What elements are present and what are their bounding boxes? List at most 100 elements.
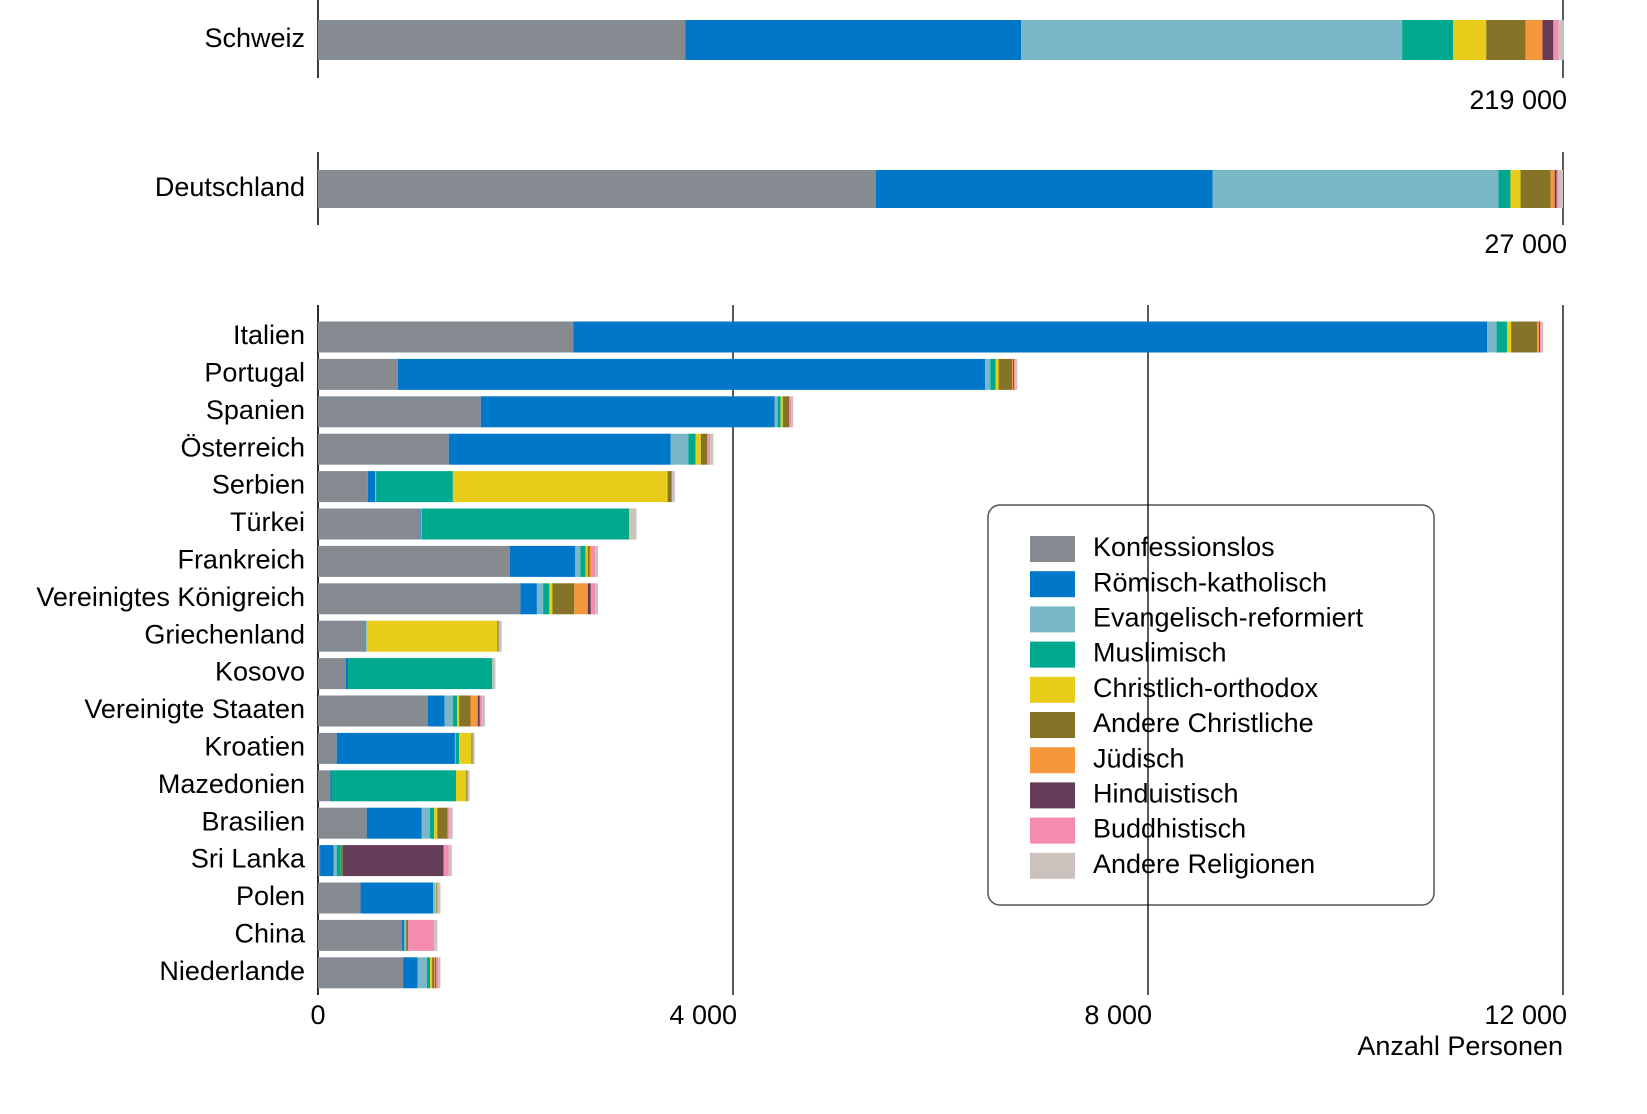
bar-segment xyxy=(426,957,431,989)
y-tick-label: Österreich xyxy=(180,432,305,462)
bar-segment xyxy=(403,957,418,989)
legend-label: Konfessionslos xyxy=(1093,532,1275,562)
bar-segment xyxy=(1542,20,1554,60)
bar-segment xyxy=(449,807,453,839)
bar-segment xyxy=(1558,20,1564,60)
legend-label: Evangelisch-reformiert xyxy=(1093,603,1364,633)
y-tick-label: China xyxy=(234,919,306,949)
bar-segment xyxy=(685,20,1022,60)
bar-segment xyxy=(419,508,421,540)
bar-segment xyxy=(707,433,709,465)
bar-segment xyxy=(318,396,481,428)
bar-segment xyxy=(1520,170,1551,208)
bar-segment xyxy=(1541,321,1544,353)
x-tick-label: 4 000 xyxy=(669,1000,737,1030)
bar-segment xyxy=(318,471,368,503)
bar-segment xyxy=(318,170,876,208)
bar-segment xyxy=(670,433,689,465)
bar-segment xyxy=(457,695,460,727)
bar-segment xyxy=(318,732,337,764)
bar-segment xyxy=(364,620,366,652)
bar-segment xyxy=(710,433,714,465)
bar-segment xyxy=(318,508,420,540)
bar-segment xyxy=(777,396,781,428)
bar-segment xyxy=(318,20,686,60)
bar-segment xyxy=(318,807,367,839)
bar-segment xyxy=(471,732,473,764)
bar-segment xyxy=(318,620,365,652)
bar-segment xyxy=(466,770,468,802)
bar-segment xyxy=(434,957,436,989)
bar-segment xyxy=(318,919,403,951)
bar-segment xyxy=(404,919,407,951)
bar-segment xyxy=(318,583,521,615)
bar-segment xyxy=(437,807,448,839)
y-tick-label: Serbien xyxy=(212,470,305,500)
bar-segment xyxy=(360,882,434,914)
bar-segment xyxy=(552,583,575,615)
bar-segment xyxy=(342,845,444,877)
bar-segment xyxy=(472,732,475,764)
bar-segment xyxy=(497,620,499,652)
bar-segment xyxy=(434,807,438,839)
bar-segment xyxy=(995,358,999,390)
bar-segment xyxy=(417,957,427,989)
x-tick-label: 8 000 xyxy=(1084,1000,1152,1030)
bar-segment xyxy=(1021,20,1403,60)
bar-segment xyxy=(1402,20,1454,60)
bar-segment xyxy=(1558,170,1563,208)
bar-segment xyxy=(479,695,482,727)
bar-segment xyxy=(774,396,778,428)
bar-segment xyxy=(780,396,783,428)
bar-segment xyxy=(536,583,544,615)
bar-segment xyxy=(318,882,361,914)
bar-segment xyxy=(875,170,1213,208)
bar-segment xyxy=(985,358,991,390)
bar-segment xyxy=(432,957,435,989)
bar-segment xyxy=(695,433,701,465)
bar-segment xyxy=(366,807,422,839)
y-tick-label: Italien xyxy=(233,320,305,350)
y-tick-label: Schweiz xyxy=(204,23,305,53)
bar-segment xyxy=(1550,170,1555,208)
legend-label: Andere Christliche xyxy=(1093,708,1314,738)
legend-swatch xyxy=(1030,747,1075,774)
bar-segment xyxy=(340,845,343,877)
bar-segment xyxy=(376,471,453,503)
bar-segment xyxy=(477,695,480,727)
bar-segment xyxy=(454,732,456,764)
y-tick-label: Kroatien xyxy=(204,732,305,762)
bar-segment xyxy=(459,732,472,764)
y-tick-label: Frankreich xyxy=(177,545,305,575)
bar-segment xyxy=(1487,321,1497,353)
bar-segment xyxy=(580,545,586,577)
bar-segment xyxy=(430,957,433,989)
bar-segment xyxy=(667,471,672,503)
bar-segment xyxy=(435,882,437,914)
y-tick-label: Griechenland xyxy=(144,619,305,649)
bar-segment xyxy=(320,845,334,877)
bar-segment xyxy=(480,396,775,428)
bar-segment xyxy=(434,919,438,951)
y-tick-label: Niederlande xyxy=(159,956,305,986)
bar-segment xyxy=(318,770,331,802)
bar-segment xyxy=(1510,170,1521,208)
bar-segment xyxy=(1540,321,1542,353)
bar-segment xyxy=(436,882,438,914)
bar-segment xyxy=(366,620,498,652)
bar-segment xyxy=(1014,358,1016,390)
bar-segment xyxy=(455,770,467,802)
bar-segment xyxy=(318,845,321,877)
bar-segment xyxy=(595,583,599,615)
bar-segment xyxy=(509,545,576,577)
bar-segment xyxy=(688,433,696,465)
bar-segment xyxy=(433,882,436,914)
y-tick-label: Vereinigtes Königreich xyxy=(36,582,305,612)
bar-segment xyxy=(459,695,471,727)
bar-segment xyxy=(406,919,409,951)
bar-segment xyxy=(455,732,460,764)
bar-segment xyxy=(1498,170,1511,208)
bar-segment xyxy=(1496,321,1507,353)
bar-segment xyxy=(998,358,1013,390)
